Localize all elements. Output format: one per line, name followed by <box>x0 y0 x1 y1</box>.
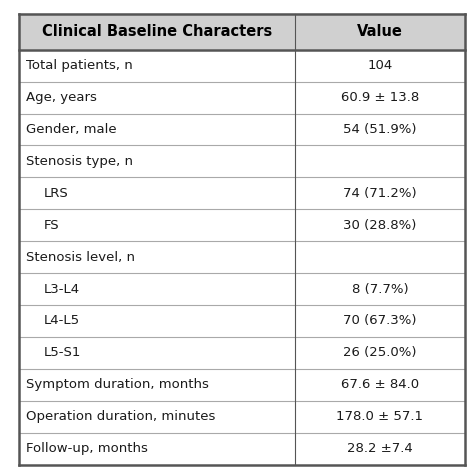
Bar <box>19 433 465 465</box>
Text: 8 (7.7%): 8 (7.7%) <box>352 283 408 296</box>
Text: L4-L5: L4-L5 <box>44 314 80 328</box>
Text: Follow-up, months: Follow-up, months <box>26 442 148 455</box>
Text: 26 (25.0%): 26 (25.0%) <box>343 346 417 359</box>
Bar <box>19 210 465 241</box>
Text: LRS: LRS <box>44 187 69 200</box>
Text: 104: 104 <box>367 59 392 72</box>
Text: Clinical Baseline Characters: Clinical Baseline Characters <box>42 25 272 39</box>
Bar <box>19 50 465 82</box>
Text: 74 (71.2%): 74 (71.2%) <box>343 187 417 200</box>
Bar <box>19 146 465 177</box>
Text: 70 (67.3%): 70 (67.3%) <box>343 314 417 328</box>
Text: 178.0 ± 57.1: 178.0 ± 57.1 <box>337 410 423 423</box>
Bar <box>19 401 465 433</box>
Text: Stenosis type, n: Stenosis type, n <box>26 155 133 168</box>
Bar <box>19 305 465 337</box>
Text: Symptom duration, months: Symptom duration, months <box>26 378 209 391</box>
Bar <box>19 337 465 369</box>
Bar <box>19 114 465 146</box>
Text: L5-S1: L5-S1 <box>44 346 81 359</box>
Bar <box>19 82 465 114</box>
Bar <box>19 177 465 210</box>
Text: 67.6 ± 84.0: 67.6 ± 84.0 <box>341 378 419 391</box>
Text: 30 (28.8%): 30 (28.8%) <box>343 219 417 232</box>
Text: Total patients, n: Total patients, n <box>26 59 133 72</box>
Bar <box>19 241 465 273</box>
Bar <box>19 273 465 305</box>
Bar <box>19 369 465 401</box>
Text: 60.9 ± 13.8: 60.9 ± 13.8 <box>341 91 419 104</box>
Text: Age, years: Age, years <box>26 91 97 104</box>
Text: L3-L4: L3-L4 <box>44 283 80 296</box>
Text: Operation duration, minutes: Operation duration, minutes <box>26 410 216 423</box>
Text: Stenosis level, n: Stenosis level, n <box>26 251 135 264</box>
Text: Gender, male: Gender, male <box>26 123 117 136</box>
Bar <box>19 14 465 50</box>
Text: Value: Value <box>357 25 403 39</box>
Text: FS: FS <box>44 219 60 232</box>
Text: 54 (51.9%): 54 (51.9%) <box>343 123 417 136</box>
Text: 28.2 ±7.4: 28.2 ±7.4 <box>347 442 413 455</box>
